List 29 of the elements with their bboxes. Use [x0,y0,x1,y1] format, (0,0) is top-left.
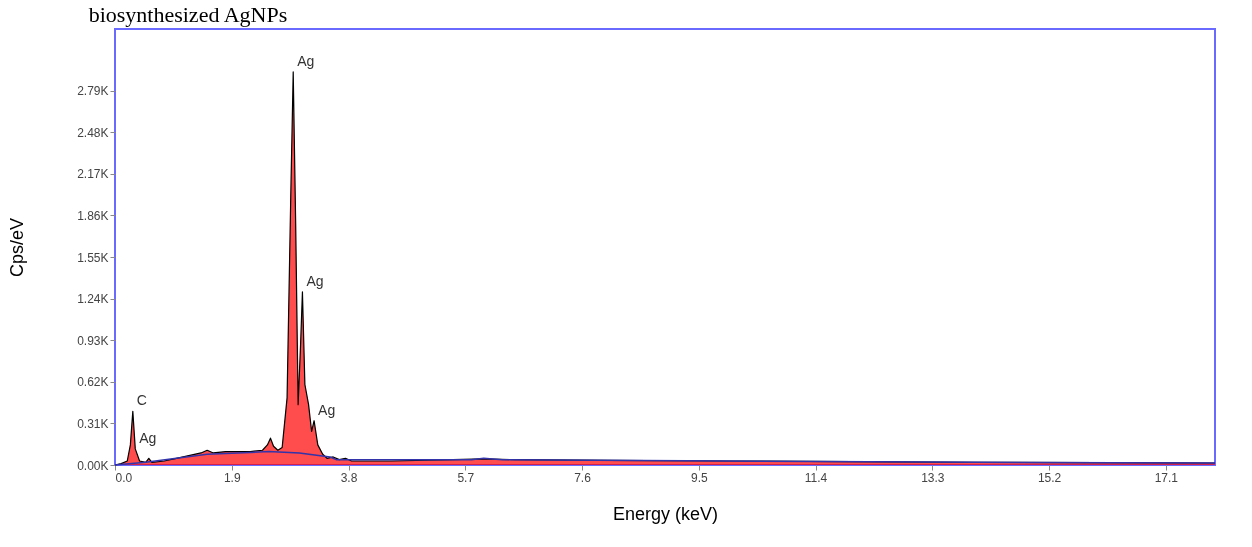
x-tick-label: 1.9 [223,470,241,485]
y-tick-label: 0.31K [77,416,109,431]
y-tick-label: 0.00K [77,458,109,473]
annotation: C [136,392,147,409]
y-tick-label: 1.24K [77,292,109,307]
y-tick-label: 0.62K [77,375,109,390]
y-tick-label: 1.86K [77,208,109,223]
y-tick-label: 1.55K [77,250,109,265]
annotation: Ag [318,401,336,418]
y-tick-label: 0.93K [77,333,109,348]
x-tick-label: 5.7 [457,470,475,485]
x-tick-label: 15.2 [1037,470,1062,485]
x-tick-label: 0.0 [115,470,133,485]
x-tick-label: 7.6 [574,470,592,485]
y-axis-title: Cps/eV [7,217,28,278]
y-tick-label: 2.48K [77,125,109,140]
x-tick-label: 13.3 [921,470,945,485]
annotation: Ag [139,429,157,446]
x-axis-title: Energy (keV) [612,503,719,524]
y-tick-label: 2.79K [77,84,109,99]
line-series [114,450,1216,466]
x-tick-label: 3.8 [340,470,358,485]
annotation: Ag [306,272,324,289]
x-tick-label: 17.1 [1154,470,1179,485]
x-tick-label: 9.5 [690,470,708,485]
chart-title: biosynthesized AgNPs [88,2,288,27]
x-tick-label: 11.4 [804,470,828,485]
y-tick-label: 2.17K [77,167,109,182]
annotation: Ag [297,52,315,69]
